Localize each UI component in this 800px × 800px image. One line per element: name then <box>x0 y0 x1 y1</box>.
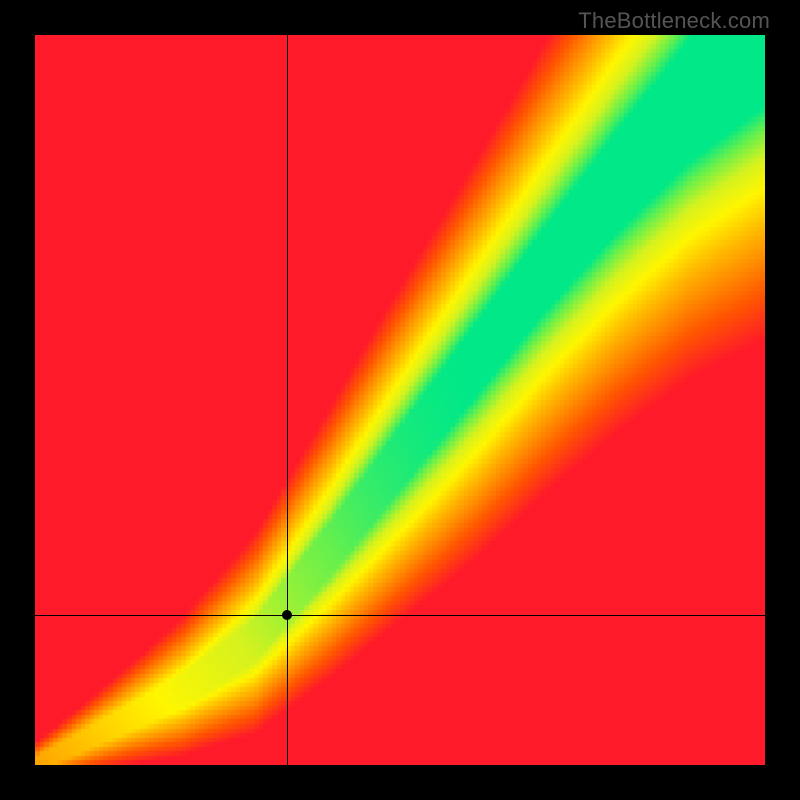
heatmap-canvas <box>35 35 765 765</box>
crosshair-vertical <box>287 35 288 765</box>
selected-point-marker <box>282 610 292 620</box>
crosshair-horizontal <box>35 615 765 616</box>
bottleneck-heatmap <box>35 35 765 765</box>
watermark: TheBottleneck.com <box>578 8 770 34</box>
